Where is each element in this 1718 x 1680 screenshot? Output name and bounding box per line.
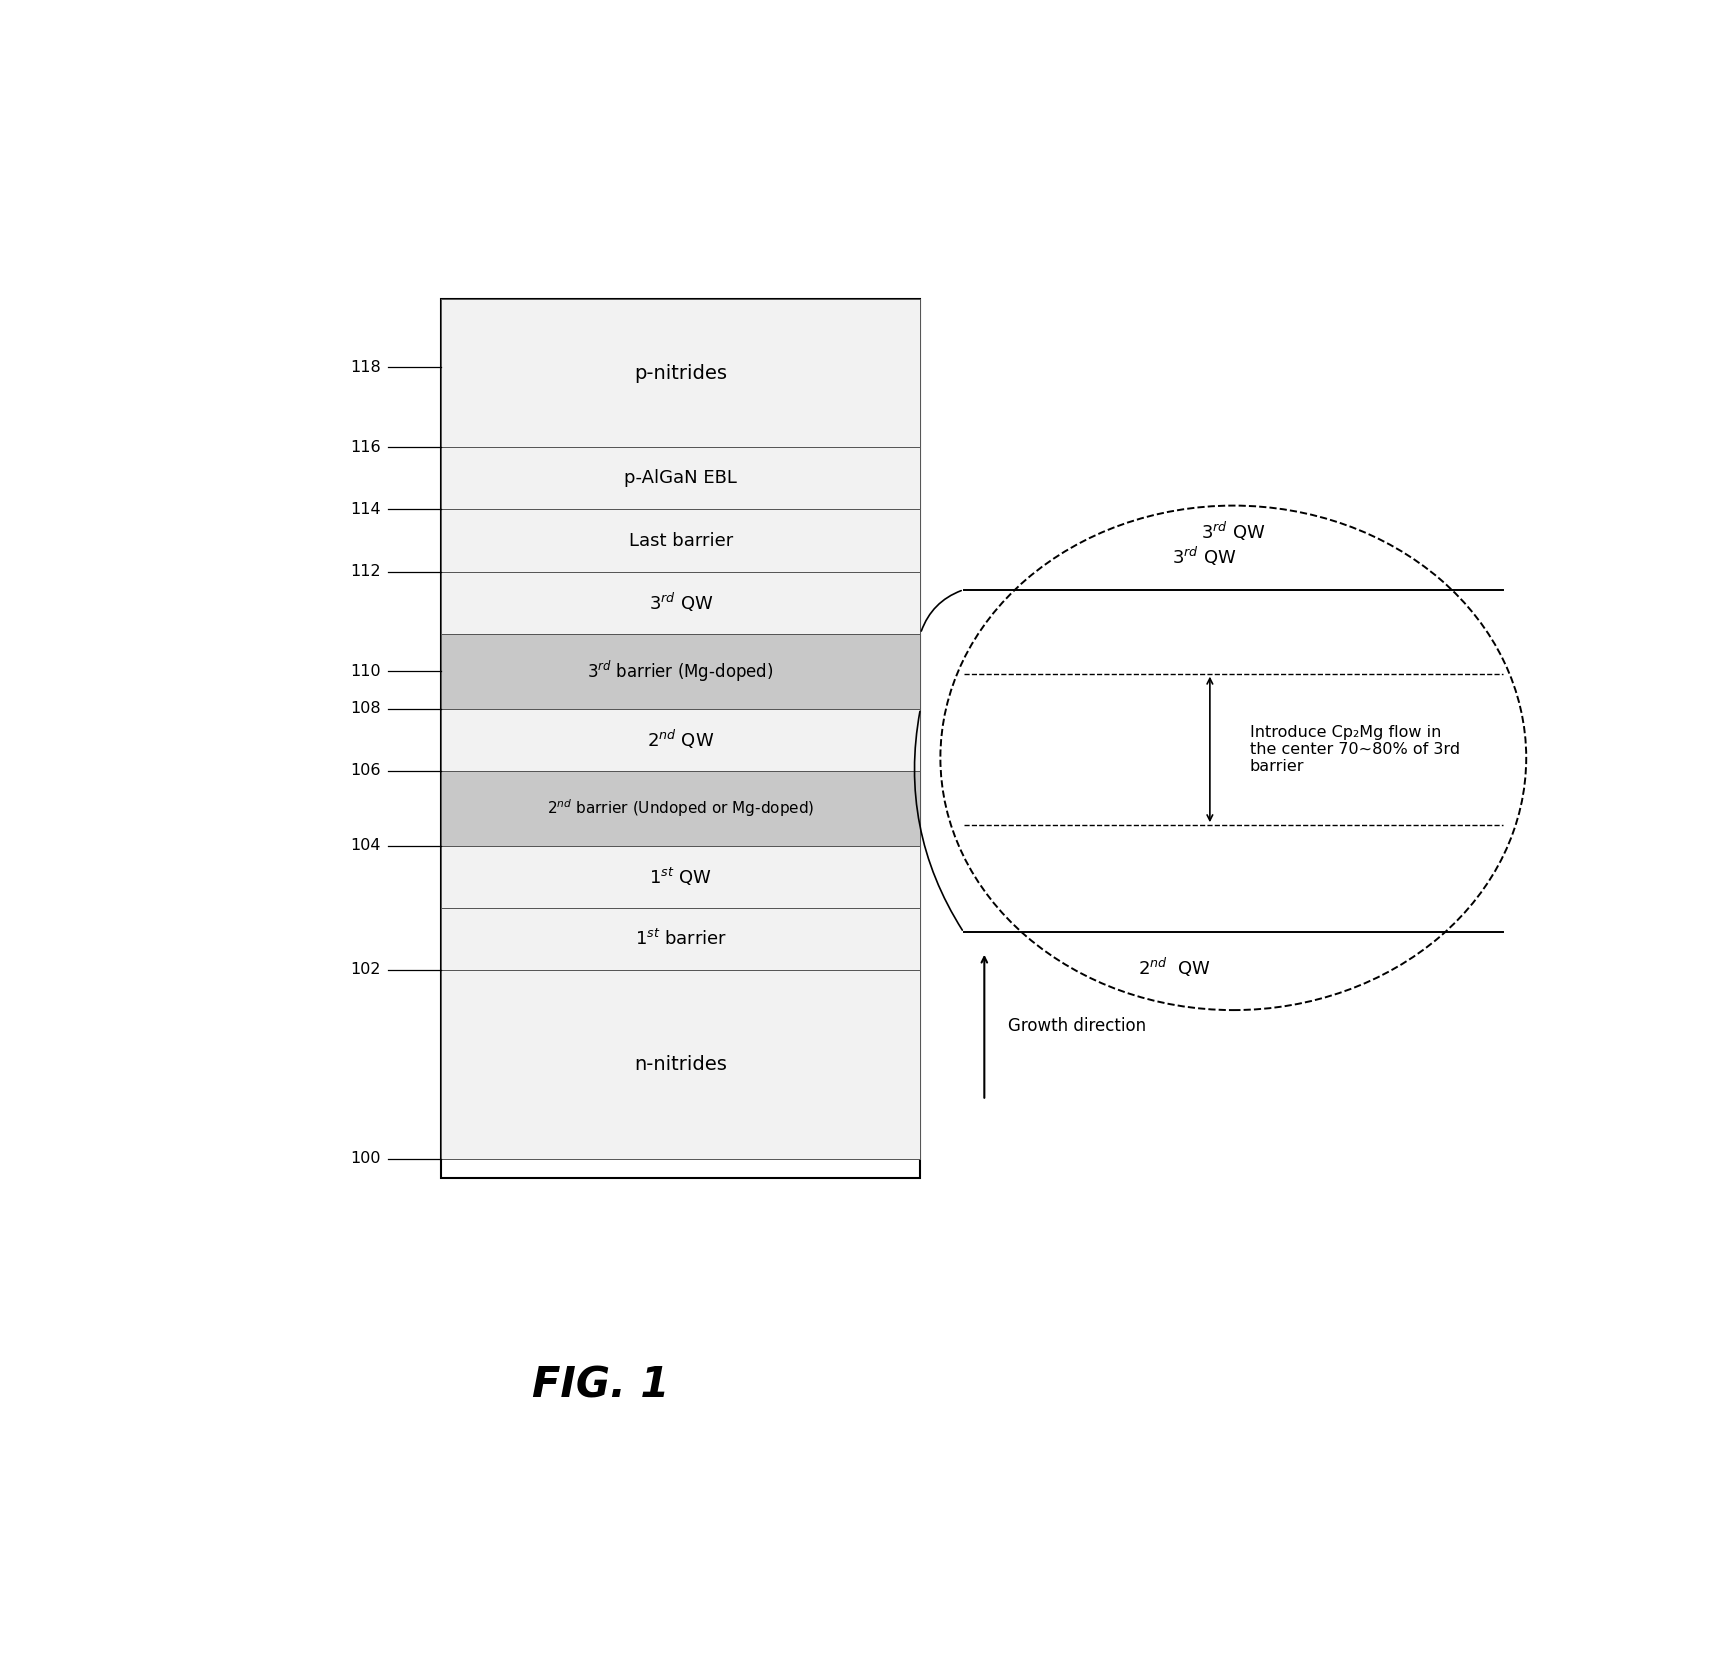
Bar: [442, 299, 921, 447]
Text: $3^{rd}$ QW: $3^{rd}$ QW: [649, 591, 713, 615]
Text: 112: 112: [350, 564, 381, 580]
Text: 110: 110: [350, 664, 381, 679]
Text: 114: 114: [350, 502, 381, 517]
Ellipse shape: [940, 506, 1526, 1010]
Text: p-AlGaN EBL: p-AlGaN EBL: [624, 469, 737, 487]
Text: Growth direction: Growth direction: [1008, 1018, 1146, 1035]
Text: 104: 104: [350, 838, 381, 853]
Bar: [442, 447, 921, 509]
Text: 108: 108: [350, 701, 381, 716]
Bar: [442, 509, 921, 571]
Text: FIG. 1: FIG. 1: [533, 1364, 670, 1406]
Text: Last barrier: Last barrier: [629, 531, 734, 549]
Text: p-nitrides: p-nitrides: [634, 363, 727, 383]
Text: 116: 116: [350, 440, 381, 455]
Text: 106: 106: [350, 763, 381, 778]
Bar: [442, 299, 921, 1178]
Text: $2^{nd}$ QW: $2^{nd}$ QW: [648, 727, 715, 751]
Text: $2^{nd}$ barrier (Undoped or Mg-doped): $2^{nd}$ barrier (Undoped or Mg-doped): [546, 798, 814, 820]
Bar: [442, 571, 921, 633]
Bar: [442, 907, 921, 969]
Text: $3^{rd}$ QW: $3^{rd}$ QW: [1201, 519, 1266, 543]
Text: $2^{nd}$  QW: $2^{nd}$ QW: [1139, 956, 1211, 979]
Text: Introduce Cp₂Mg flow in
the center 70~80% of 3rd
barrier: Introduce Cp₂Mg flow in the center 70~80…: [1249, 724, 1460, 774]
Bar: [442, 633, 921, 709]
Bar: [442, 771, 921, 845]
Text: $3^{rd}$ QW: $3^{rd}$ QW: [1172, 544, 1237, 568]
Text: $1^{st}$ barrier: $1^{st}$ barrier: [634, 929, 727, 949]
Text: 102: 102: [350, 963, 381, 978]
Text: 100: 100: [350, 1151, 381, 1166]
Text: n-nitrides: n-nitrides: [634, 1055, 727, 1074]
Bar: [442, 709, 921, 771]
Bar: [442, 969, 921, 1159]
Text: 118: 118: [350, 360, 381, 375]
Bar: [442, 845, 921, 907]
Text: $1^{st}$ QW: $1^{st}$ QW: [649, 865, 713, 889]
Text: $3^{rd}$ barrier (Mg-doped): $3^{rd}$ barrier (Mg-doped): [588, 659, 775, 684]
